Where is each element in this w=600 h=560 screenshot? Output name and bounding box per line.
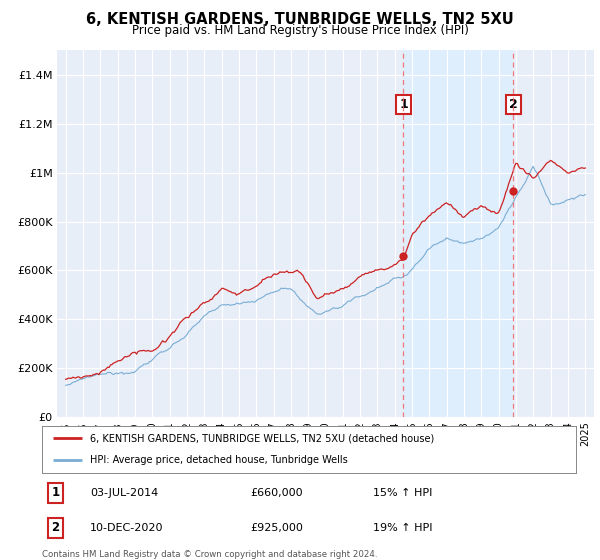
Text: 1: 1 [399, 97, 408, 111]
Text: 10-DEC-2020: 10-DEC-2020 [90, 523, 164, 533]
Text: 2: 2 [509, 97, 517, 111]
Text: 15% ↑ HPI: 15% ↑ HPI [373, 488, 433, 498]
Text: Contains HM Land Registry data © Crown copyright and database right 2024.
This d: Contains HM Land Registry data © Crown c… [42, 550, 377, 560]
Text: 19% ↑ HPI: 19% ↑ HPI [373, 523, 433, 533]
Text: HPI: Average price, detached house, Tunbridge Wells: HPI: Average price, detached house, Tunb… [90, 455, 348, 465]
Text: 6, KENTISH GARDENS, TUNBRIDGE WELLS, TN2 5XU: 6, KENTISH GARDENS, TUNBRIDGE WELLS, TN2… [86, 12, 514, 27]
Text: Price paid vs. HM Land Registry's House Price Index (HPI): Price paid vs. HM Land Registry's House … [131, 24, 469, 36]
Text: £925,000: £925,000 [250, 523, 303, 533]
Bar [403, 50, 513, 417]
Text: 1: 1 [51, 486, 59, 500]
Text: 2: 2 [51, 521, 59, 534]
Text: 6, KENTISH GARDENS, TUNBRIDGE WELLS, TN2 5XU (detached house): 6, KENTISH GARDENS, TUNBRIDGE WELLS, TN2… [90, 433, 434, 444]
Text: 03-JUL-2014: 03-JUL-2014 [90, 488, 158, 498]
Text: £660,000: £660,000 [250, 488, 303, 498]
